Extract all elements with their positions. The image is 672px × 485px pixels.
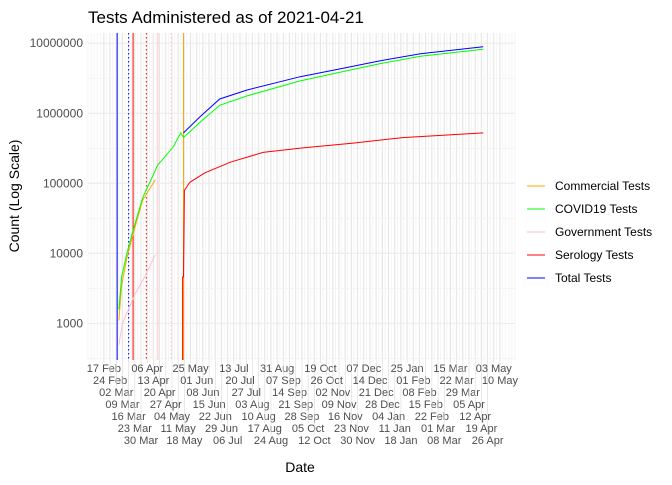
x-tick-label: 21 Sep (278, 399, 313, 411)
x-tick-label: 02 Mar (99, 387, 134, 399)
x-tick-label: 03 Aug (235, 399, 269, 411)
x-tick-label: 19 Apr (465, 423, 497, 435)
x-tick-label: 28 Sep (285, 411, 320, 423)
x-tick-label: 19 Oct (304, 363, 336, 375)
x-tick-label: 22 Jun (199, 411, 232, 423)
x-tick-label: 08 Jun (186, 387, 219, 399)
series-line-covid19-tests (118, 48, 484, 310)
legend-label: Commercial Tests (555, 179, 650, 193)
chart-title: Tests Administered as of 2021-04-21 (88, 8, 364, 27)
series-line-total-tests (183, 46, 484, 134)
grid (87, 33, 516, 360)
x-tick-label: 18 Jan (384, 435, 417, 447)
x-tick-label: 05 Apr (453, 399, 485, 411)
y-tick-label: 100000 (43, 176, 83, 190)
x-tick-label: 08 Mar (427, 435, 462, 447)
x-tick-label: 11 May (161, 423, 197, 435)
x-tick-label: 15 Mar (433, 363, 468, 375)
x-tick-label: 04 May (154, 411, 191, 423)
x-tick-label: 21 Dec (359, 387, 394, 399)
x-tick-label: 31 Aug (260, 363, 294, 375)
x-tick-label: 02 Nov (315, 387, 350, 399)
x-tick-label: 09 Nov (322, 399, 357, 411)
y-axis-label: Count (Log Scale) (6, 140, 22, 253)
y-axis-ticks: 1000 10000 100000 1000000 10000000 (30, 36, 84, 330)
x-tick-label: 15 Feb (409, 399, 443, 411)
x-tick-label: 03 May (476, 363, 513, 375)
x-tick-label: 17 Aug (248, 423, 282, 435)
x-tick-label: 05 Oct (292, 423, 324, 435)
x-tick-label: 08 Feb (402, 387, 436, 399)
x-tick-label: 11 Jan (379, 423, 411, 435)
y-tick-label: 1000000 (36, 106, 83, 120)
legend-label: COVID19 Tests (555, 202, 637, 216)
x-tick-label: 12 Oct (298, 435, 330, 447)
x-tick-label: 17 Feb (87, 363, 121, 375)
x-tick-label: 14 Sep (272, 387, 307, 399)
x-tick-label: 15 Jun (193, 399, 226, 411)
x-tick-label: 10 May (482, 375, 519, 387)
x-tick-label: 20 Jul (225, 375, 254, 387)
event-lines (116, 33, 184, 360)
x-tick-label: 25 Jan (391, 363, 424, 375)
x-tick-label: 23 Nov (334, 423, 369, 435)
legend-label: Total Tests (555, 271, 611, 285)
x-tick-label: 01 Jun (180, 375, 213, 387)
x-tick-label: 27 Jul (232, 387, 261, 399)
x-axis-label: Date (285, 459, 315, 475)
x-tick-label: 01 Feb (396, 375, 430, 387)
x-tick-label: 26 Apr (472, 435, 504, 447)
x-tick-label: 23 Mar (118, 423, 153, 435)
x-tick-label: 07 Dec (346, 363, 381, 375)
x-tick-label: 01 Mar (421, 423, 456, 435)
x-tick-label: 09 Mar (105, 399, 140, 411)
x-tick-label: 24 Aug (254, 435, 288, 447)
x-tick-label: 10 Aug (241, 411, 275, 423)
x-tick-label: 14 Dec (353, 375, 388, 387)
x-tick-label: 26 Oct (310, 375, 342, 387)
x-tick-label: 22 Mar (440, 375, 475, 387)
x-tick-label: 30 Nov (340, 435, 375, 447)
x-tick-label: 18 May (166, 435, 203, 447)
x-tick-label: 20 Apr (144, 387, 176, 399)
x-tick-label: 28 Dec (365, 399, 400, 411)
x-tick-label: 06 Apr (131, 363, 163, 375)
x-tick-label: 27 Apr (150, 399, 182, 411)
x-tick-label: 04 Jan (372, 411, 405, 423)
series-line-serology-tests (182, 132, 484, 360)
x-tick-label: 29 Jun (205, 423, 238, 435)
legend-label: Government Tests (555, 225, 652, 239)
x-tick-label: 25 May (173, 363, 210, 375)
legend-item: Serology Tests (527, 248, 634, 262)
x-tick-label: 16 Mar (112, 411, 147, 423)
series-lines (118, 46, 484, 360)
y-tick-label: 1000 (56, 316, 83, 330)
legend-item: Commercial Tests (527, 179, 650, 193)
legend-label: Serology Tests (555, 248, 634, 262)
x-tick-label: 12 Apr (459, 411, 491, 423)
y-tick-label: 10000000 (30, 36, 84, 50)
legend-item: Total Tests (527, 271, 611, 285)
series-line-government-tests (118, 254, 156, 346)
x-tick-label: 13 Jul (219, 363, 248, 375)
legend-item: COVID19 Tests (527, 202, 637, 216)
x-tick-label: 30 Mar (124, 435, 159, 447)
legend: Commercial Tests COVID19 Tests Government … (527, 179, 652, 285)
x-tick-label: 29 Mar (446, 387, 481, 399)
y-tick-label: 10000 (50, 246, 84, 260)
legend-item: Government Tests (527, 225, 652, 239)
x-tick-label: 22 Feb (415, 411, 449, 423)
x-tick-label: 06 Jul (213, 435, 242, 447)
x-tick-label: 16 Nov (328, 411, 363, 423)
series-line-commercial-tests (118, 179, 156, 321)
x-tick-label: 13 Apr (138, 375, 170, 387)
x-tick-label: 24 Feb (93, 375, 127, 387)
x-tick-label: 07 Sep (266, 375, 301, 387)
